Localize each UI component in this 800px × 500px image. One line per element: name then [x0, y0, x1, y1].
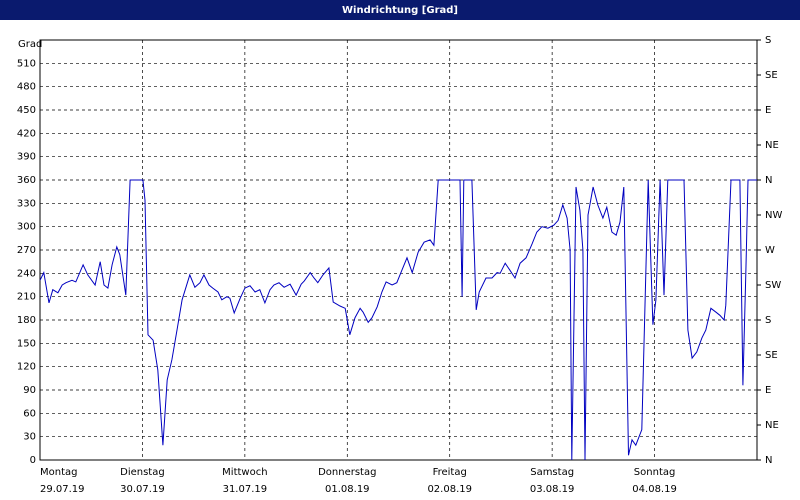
x-tick-date: 01.08.19 — [325, 484, 370, 495]
y2-tick-label: SE — [765, 350, 778, 361]
y-tick-label: 240 — [17, 268, 36, 279]
y2-tick-label: NE — [765, 420, 779, 431]
x-tick-label: Freitag — [433, 467, 467, 478]
plot-frame — [39, 39, 758, 461]
y-tick-label: 150 — [17, 338, 36, 349]
y2-tick-label: N — [765, 455, 772, 466]
x-tick-label: Sonntag — [634, 467, 676, 478]
y2-tick-label: S — [765, 35, 771, 46]
y-tick-label: 480 — [17, 82, 36, 93]
x-tick-date: 03.08.19 — [530, 484, 575, 495]
x-tick-label: Montag — [40, 467, 77, 478]
y2-tick-label: SW — [765, 280, 781, 291]
y2-tick-label: NE — [765, 140, 779, 151]
y2-tick-label: W — [765, 245, 775, 256]
y-tick-label: 120 — [17, 362, 36, 373]
y-tick-label: 360 — [17, 175, 36, 186]
x-tick-label: Mittwoch — [222, 467, 267, 478]
chart-title: Windrichtung [Grad] — [342, 5, 458, 16]
y2-tick-label: E — [765, 385, 771, 396]
y-tick-label: 330 — [17, 198, 36, 209]
y2-tick-label: NW — [765, 210, 782, 221]
title-bar — [0, 0, 800, 20]
y2-tick-label: N — [765, 175, 772, 186]
y2-tick-label: SE — [765, 70, 778, 81]
x-tick-date: 30.07.19 — [120, 484, 165, 495]
x-tick-label: Samstag — [530, 467, 574, 478]
y-tick-label: 0 — [30, 455, 36, 466]
x-tick-label: Donnerstag — [318, 467, 376, 478]
x-tick-date: 02.08.19 — [427, 484, 472, 495]
y-tick-label: 270 — [17, 245, 36, 256]
y-tick-label: 210 — [17, 292, 36, 303]
x-tick-date: 29.07.19 — [40, 484, 85, 495]
y-axis-label: Grad — [18, 39, 42, 50]
data-line — [39, 179, 757, 461]
y-tick-label: 30 — [23, 432, 36, 443]
y2-tick-label: S — [765, 315, 771, 326]
y-tick-label: 420 — [17, 128, 36, 139]
y2-tick-label: E — [765, 105, 771, 116]
y-tick-label: 450 — [17, 105, 36, 116]
y-tick-label: 60 — [23, 408, 36, 419]
x-tick-date: 31.07.19 — [223, 484, 268, 495]
x-tick-date: 04.08.19 — [632, 484, 677, 495]
y-tick-label: 180 — [17, 315, 36, 326]
y-tick-label: 390 — [17, 152, 36, 163]
x-tick-label: Dienstag — [120, 467, 165, 478]
y-tick-label: 90 — [23, 385, 36, 396]
y-tick-label: 510 — [17, 58, 36, 69]
y-tick-label: 300 — [17, 222, 36, 233]
